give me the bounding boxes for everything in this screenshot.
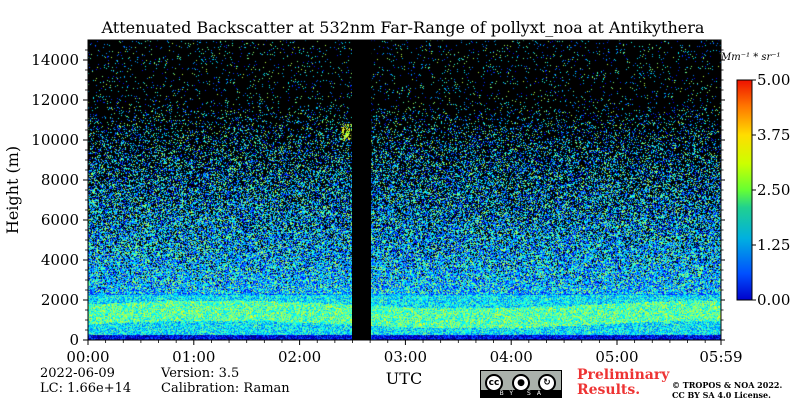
chart-title: Attenuated Backscatter at 532nm Far-Rang… — [101, 18, 705, 37]
backscatter-heatmap — [88, 40, 721, 340]
lc-label: LC: 1.66e+14 — [40, 381, 132, 396]
x-axis-label: UTC — [386, 369, 422, 388]
x-tick-label: 04:00 — [490, 348, 533, 366]
preliminary-notice: Preliminary Results. — [577, 368, 669, 398]
date-label: 2022-06-09 — [40, 366, 115, 381]
x-tick-label: 05:59 — [699, 348, 742, 366]
x-axis: 00:00 01:00 02:00 03:00 04:00 05:00 05:59 — [66, 340, 743, 366]
x-tick-label: 05:00 — [595, 348, 638, 366]
preliminary-line2: Results. — [577, 382, 641, 398]
x-tick-label: 03:00 — [384, 348, 427, 366]
calibration-label: Calibration: Raman — [161, 381, 290, 396]
colorbar: 0.00 1.25 2.50 3.75 5.00 Mm⁻¹ * sr⁻¹ — [720, 52, 790, 309]
y-tick-label: 14000 — [31, 51, 79, 69]
y-axis: 0 2000 4000 6000 8000 10000 12000 14000 — [31, 49, 725, 349]
copyright-line1: © TROPOS & NOA 2022. — [672, 380, 783, 390]
y-tick-label: 6000 — [41, 211, 79, 229]
preliminary-line1: Preliminary — [577, 367, 670, 383]
y-tick-label: 4000 — [41, 251, 79, 269]
y-tick-label: 0 — [69, 331, 79, 349]
plot-area — [87, 39, 722, 341]
y-axis-label: Height (m) — [3, 146, 22, 234]
colorbar-unit: Mm⁻¹ * sr⁻¹ — [720, 52, 781, 63]
y-tick-label: 10000 — [31, 131, 79, 149]
colorbar-ticks: 0.00 1.25 2.50 3.75 5.00 — [752, 71, 790, 309]
x-tick-label: 01:00 — [172, 348, 215, 366]
colorbar-tick-label: 5.00 — [757, 71, 790, 89]
version-label: Version: 3.5 — [161, 366, 240, 381]
y-tick-label: 8000 — [41, 171, 79, 189]
cc-badge-labels: BY SA — [481, 390, 561, 397]
colorbar-tick-label: 0.00 — [757, 291, 790, 309]
y-tick-label: 12000 — [31, 91, 79, 109]
no-data-gap — [352, 40, 371, 340]
cc-icon: cc — [485, 374, 503, 392]
colorbar-unit-text: Mm⁻¹ * sr⁻¹ — [720, 52, 781, 63]
y-tick-label: 2000 — [41, 291, 79, 309]
x-tick-label: 02:00 — [278, 348, 321, 366]
x-tick-label: 00:00 — [66, 348, 109, 366]
copyright-notice: © TROPOS & NOA 2022. CC BY SA 4.0 Licens… — [672, 380, 782, 400]
colorbar-gradient — [736, 79, 753, 301]
colorbar-tick-label: 2.50 — [757, 181, 790, 199]
copyright-line2: CC BY SA 4.0 License. — [672, 390, 771, 400]
cc-license-badge: cc ● ↻ BY SA — [480, 370, 562, 398]
colorbar-tick-label: 1.25 — [757, 236, 790, 254]
colorbar-tick-label: 3.75 — [757, 126, 790, 144]
